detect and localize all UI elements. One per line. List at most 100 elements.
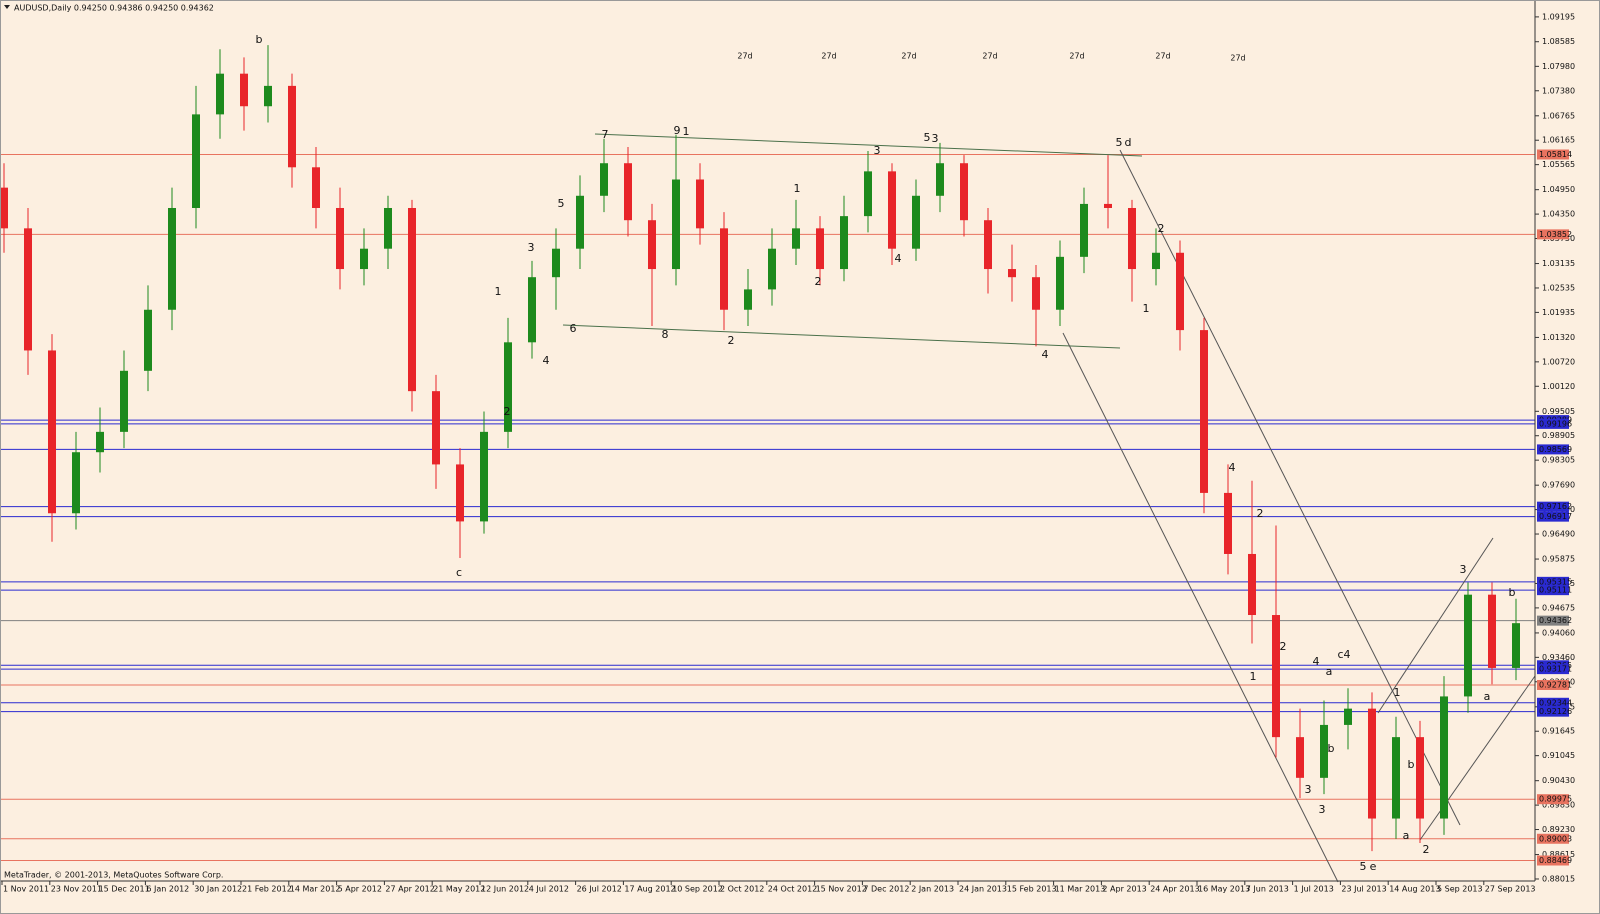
x-tick-label: 16 May 2013 <box>1198 885 1250 894</box>
menu-icon[interactable] <box>4 5 10 9</box>
price-level-box <box>1537 501 1569 512</box>
x-tick-label: 5 Apr 2012 <box>338 885 382 894</box>
wave-label: 1 <box>794 182 801 195</box>
wave-label: 27d <box>1155 52 1170 61</box>
y-tick-label: 1.00720 <box>1542 357 1575 366</box>
candle-body <box>672 179 680 270</box>
price-level-box <box>1537 855 1569 866</box>
wave-label: 4 <box>1313 655 1320 668</box>
wave-label: 2 <box>1257 507 1264 520</box>
candle-body <box>1368 708 1376 819</box>
wave-label: 27d <box>821 52 836 61</box>
candle-body <box>744 289 752 310</box>
y-tick-label: 1.09195 <box>1542 12 1575 21</box>
candle-body <box>1104 203 1112 208</box>
wave-label: d <box>1125 136 1132 149</box>
candle-body <box>1488 594 1496 668</box>
candle-body <box>888 171 896 249</box>
candle-body <box>168 207 176 310</box>
wave-label: 27d <box>982 52 997 61</box>
y-tick-label: 1.07980 <box>1542 62 1575 71</box>
x-tick-label: 24 Jan 2013 <box>959 885 1007 894</box>
wave-label: 27d <box>1230 54 1245 63</box>
y-tick-label: 1.06165 <box>1542 136 1575 145</box>
wave-label: 2 <box>1280 640 1287 653</box>
candle-body <box>432 391 440 465</box>
y-tick-label: 1.00120 <box>1542 382 1575 391</box>
y-tick-label: 1.05565 <box>1542 160 1575 169</box>
wave-label: b <box>1509 586 1516 599</box>
y-tick-label: 0.97690 <box>1542 481 1575 490</box>
x-tick-label: 1 Nov 2011 <box>3 885 49 894</box>
trend-line <box>1419 675 1536 841</box>
wave-label: 4 <box>895 252 902 265</box>
candle-body <box>1464 594 1472 697</box>
wave-label: b <box>1408 758 1415 771</box>
wave-label: 3 <box>1305 783 1312 796</box>
price-level-label: 0.92344 <box>1539 698 1572 707</box>
x-tick-label: 26 Jul 2012 <box>577 885 622 894</box>
candle-body <box>1032 277 1040 310</box>
wave-label: 1 <box>683 125 690 138</box>
candle-body <box>336 207 344 270</box>
x-tick-label: 12 Jun 2012 <box>481 885 529 894</box>
candle-body <box>912 195 920 249</box>
candle-body <box>1320 724 1328 778</box>
candle-body <box>816 228 824 270</box>
wave-label: 1 <box>1394 686 1401 699</box>
x-tick-label: 4 Jul 2012 <box>529 885 569 894</box>
wave-label: 5 <box>558 197 565 210</box>
y-tick-label: 1.06765 <box>1542 111 1575 120</box>
candle-body <box>1392 737 1400 819</box>
wave-label: c4 <box>1337 648 1350 661</box>
x-tick-label: 23 Nov 2011 <box>51 885 102 894</box>
candle-body <box>552 248 560 278</box>
candle-body <box>1512 623 1520 668</box>
candle-body <box>0 187 8 229</box>
wave-label: b <box>256 33 263 46</box>
x-tick-label: 27 Apr 2012 <box>385 885 434 894</box>
x-tick-label: 24 Apr 2013 <box>1150 885 1199 894</box>
x-tick-label: 14 Aug 2013 <box>1389 885 1440 894</box>
wave-label: 7 <box>602 128 609 141</box>
y-tick-label: 0.98905 <box>1542 431 1575 440</box>
candle-body <box>840 216 848 270</box>
x-tick-label: 5 Sep 2013 <box>1437 885 1483 894</box>
candle-body <box>984 220 992 270</box>
candle-body <box>792 228 800 249</box>
y-tick-label: 1.04950 <box>1542 185 1575 194</box>
wave-label: e <box>1370 860 1377 873</box>
candle-body <box>1296 737 1304 778</box>
candle-body <box>1080 203 1088 257</box>
candle-body <box>960 163 968 221</box>
x-tick-label: 21 May 2012 <box>433 885 485 894</box>
price-level-label: 0.96917 <box>1539 512 1572 521</box>
wave-label: 4 <box>1229 461 1236 474</box>
candle-body <box>1248 553 1256 616</box>
trend-line <box>594 133 1143 157</box>
wave-label: 27d <box>737 52 752 61</box>
x-tick-label: 2 Oct 2012 <box>720 885 764 894</box>
candle-body <box>864 171 872 217</box>
x-tick-label: 27 Sep 2013 <box>1485 885 1536 894</box>
price-level-box <box>1537 229 1569 240</box>
candle-body <box>192 114 200 208</box>
candle-body <box>480 431 488 522</box>
wave-label: 2 <box>1158 222 1165 235</box>
candle-body <box>720 228 728 310</box>
candle-body <box>456 464 464 522</box>
wave-label: 3 <box>1319 803 1326 816</box>
y-tick-label: 1.01320 <box>1542 333 1575 342</box>
chart-title: AUDUSD,Daily 0.94250 0.94386 0.94250 0.9… <box>14 4 214 13</box>
price-level-box <box>1537 833 1569 844</box>
candle-body <box>360 248 368 270</box>
candle-body <box>768 248 776 290</box>
candle-body <box>1056 256 1064 310</box>
price-level-box <box>1537 679 1569 690</box>
price-level-box <box>1537 585 1569 596</box>
wave-label: a <box>1326 665 1333 678</box>
wave-label: 3 <box>528 241 535 254</box>
y-tick-label: 0.89230 <box>1542 825 1575 834</box>
wave-label: 2 <box>1423 843 1430 856</box>
